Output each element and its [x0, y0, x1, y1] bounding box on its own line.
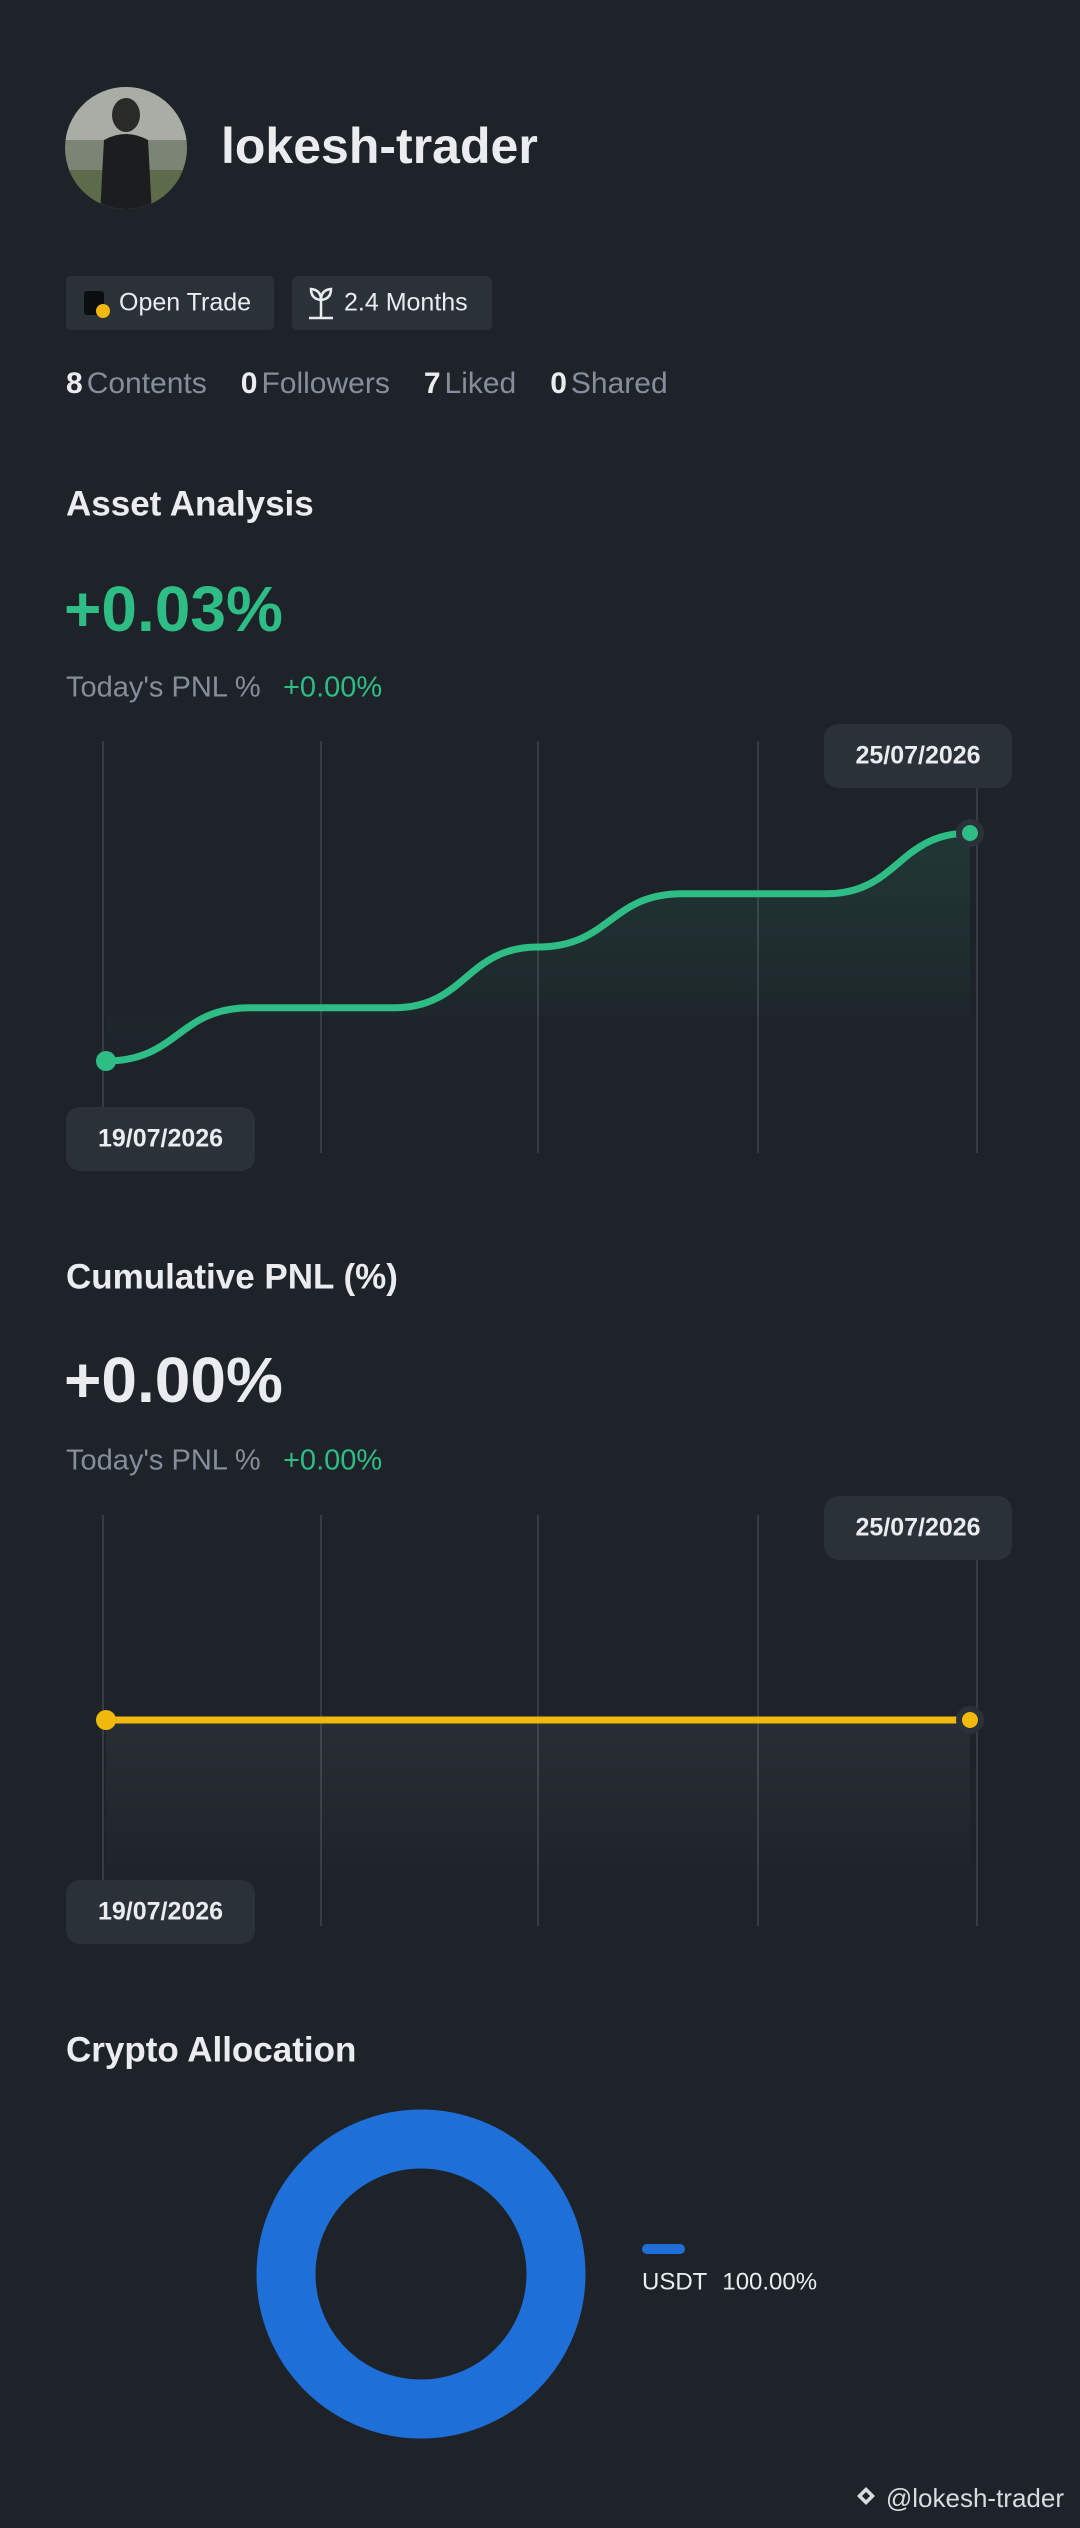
today-label: Today's PNL %: [66, 672, 261, 704]
legend-swatch: [642, 2244, 685, 2254]
badge-label: 2.4 Months: [344, 289, 468, 317]
headline: +0.03%: [64, 573, 283, 645]
badge-icon: [309, 287, 333, 320]
area: [106, 1720, 970, 1890]
badge-icon: [96, 304, 110, 318]
today-value: +0.00%: [283, 672, 382, 704]
stat-count: 0: [241, 367, 258, 400]
stats: 8 Contents 0 Followers 7 Liked 0 Shared: [66, 367, 668, 400]
section-title: Asset Analysis: [66, 484, 314, 523]
username: lokesh-trader: [221, 118, 538, 174]
date-label: 19/07/2026: [98, 1898, 223, 1926]
watermark: @lokesh-trader: [886, 2483, 1064, 2513]
stat-label: Contents: [87, 367, 207, 400]
badge-label: Open Trade: [119, 289, 251, 317]
logo: [857, 2487, 875, 2505]
headline: +0.00%: [64, 1344, 283, 1416]
stat-count: 8: [66, 367, 83, 400]
stat-count: 7: [424, 367, 441, 400]
date-tooltip: [824, 724, 1012, 788]
date-tooltip: [66, 1880, 255, 1944]
date-tooltip: [824, 1496, 1012, 1560]
point: [956, 1706, 984, 1734]
stat-label: Followers: [261, 367, 389, 400]
point: [96, 1051, 116, 1071]
today-value: +0.00%: [283, 1445, 382, 1477]
badge[interactable]: [66, 276, 274, 330]
date-label: 25/07/2026: [855, 1514, 980, 1542]
avatar[interactable]: [60, 80, 200, 220]
date-label: 25/07/2026: [855, 742, 980, 770]
date-tooltip: [66, 1107, 255, 1171]
badge[interactable]: [292, 276, 492, 330]
section-title: Cumulative PNL (%): [66, 1257, 398, 1296]
stat-count: 0: [550, 367, 567, 400]
stat-label: Liked: [445, 367, 517, 400]
legend-value: 100.00%: [722, 2268, 817, 2295]
donut-segment: [256, 2109, 586, 2439]
point: [956, 819, 984, 847]
stat-label: Shared: [571, 367, 668, 400]
line: [105, 829, 971, 1065]
section-title: Crypto Allocation: [66, 2030, 356, 2069]
point: [96, 1710, 116, 1730]
legend-label: USDT: [642, 2268, 708, 2295]
today-label: Today's PNL %: [66, 1445, 261, 1477]
date-label: 19/07/2026: [98, 1125, 223, 1153]
